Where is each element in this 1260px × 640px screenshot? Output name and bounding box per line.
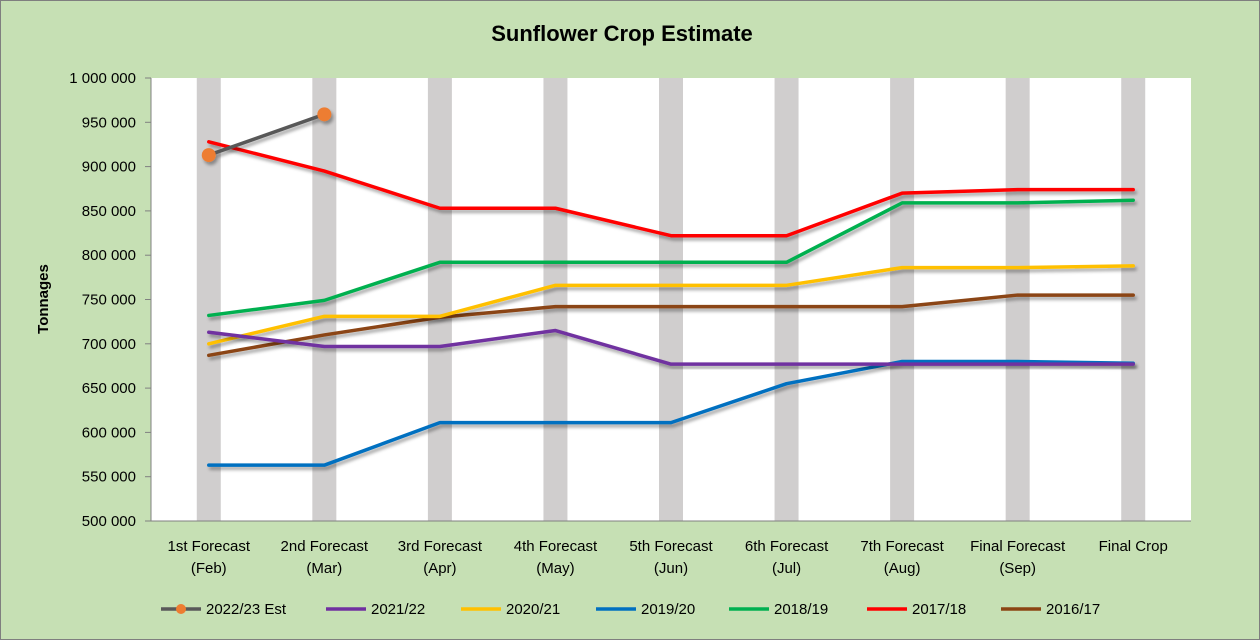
series-2016-17 xyxy=(207,293,1135,358)
x-tick-label-sub: (Jul) xyxy=(772,560,801,577)
data-point xyxy=(317,107,332,122)
series-2022-23-est xyxy=(201,107,332,163)
y-tick-label: 800 000 xyxy=(82,247,136,264)
series-2020-21 xyxy=(207,264,1135,346)
category-band xyxy=(890,78,915,521)
x-tick-label-sub: (Mar) xyxy=(306,560,342,577)
y-tick-label: 700 000 xyxy=(82,336,136,353)
y-tick-label: 650 000 xyxy=(82,380,136,397)
y-tick-label: 900 000 xyxy=(82,159,136,176)
x-tick-label: Final Forecast xyxy=(970,538,1066,555)
series-2017-18 xyxy=(207,140,1135,238)
legend-marker xyxy=(176,604,186,614)
series-2021-22 xyxy=(207,328,1135,366)
x-tick-label: 2nd Forecast xyxy=(281,538,369,555)
legend-item: 2017/18 xyxy=(867,601,966,618)
legend-label: 2021/22 xyxy=(371,601,425,618)
y-tick-label: 500 000 xyxy=(82,513,136,530)
x-tick-label-sub: (Aug) xyxy=(884,560,921,577)
x-tick-label-sub: (May) xyxy=(536,560,574,577)
y-tick-label: 600 000 xyxy=(82,424,136,441)
legend-item: 2019/20 xyxy=(596,601,695,618)
legend-item: 2018/19 xyxy=(729,601,828,618)
category-band xyxy=(774,78,799,521)
y-tick-label: 750 000 xyxy=(82,292,136,309)
series-2018-19 xyxy=(207,198,1135,318)
x-tick-label: 6th Forecast xyxy=(745,538,829,555)
x-tick-label: 3rd Forecast xyxy=(398,538,483,555)
y-tick-label: 1 000 000 xyxy=(69,70,136,87)
x-tick-label-sub: (Feb) xyxy=(191,560,227,577)
y-tick-label: 850 000 xyxy=(82,203,136,220)
data-point xyxy=(201,148,216,163)
category-band xyxy=(1121,78,1146,521)
series-2019-20 xyxy=(207,359,1135,467)
legend-item: 2020/21 xyxy=(461,601,560,618)
chart-title: Sunflower Crop Estimate xyxy=(491,21,753,46)
series-line xyxy=(207,328,1135,366)
x-tick-label: 7th Forecast xyxy=(860,538,944,555)
x-axis-ticks: 1st Forecast (Feb) 2nd Forecast (Mar) 3rd Fo… xyxy=(168,538,1168,577)
x-tick-label: 5th Forecast xyxy=(629,538,713,555)
series-line xyxy=(207,198,1135,318)
category-band xyxy=(427,78,452,521)
x-tick-label-sub: (Jun) xyxy=(654,560,688,577)
legend: 2022/23 Est 2021/22 2020/21 2019/20 2018/19 2… xyxy=(161,601,1100,618)
category-band xyxy=(1005,78,1030,521)
series-lines xyxy=(201,107,1135,467)
y-axis-ticks: 500 000 550 000 600 000 650 000 700 000 750 0… xyxy=(69,70,151,530)
legend-label: 2016/17 xyxy=(1046,601,1100,618)
x-tick-label-sub: (Sep) xyxy=(999,560,1036,577)
legend-label: 2020/21 xyxy=(506,601,560,618)
legend-item: 2021/22 xyxy=(326,601,425,618)
x-tick-label-sub: (Apr) xyxy=(423,560,456,577)
y-axis-label: Tonnages xyxy=(35,264,52,334)
legend-label: 2019/20 xyxy=(641,601,695,618)
legend-label: 2022/23 Est xyxy=(206,601,287,618)
legend-label: 2018/19 xyxy=(774,601,828,618)
series-line xyxy=(207,112,327,157)
legend-item: 2016/17 xyxy=(1001,601,1100,618)
series-line xyxy=(207,359,1135,467)
category-band xyxy=(543,78,568,521)
x-tick-label: 1st Forecast xyxy=(168,538,251,555)
series-line xyxy=(207,293,1135,358)
legend-item: 2022/23 Est xyxy=(161,601,287,618)
series-line xyxy=(207,140,1135,238)
y-tick-label: 950 000 xyxy=(82,114,136,131)
series-line xyxy=(207,264,1135,346)
x-tick-label: Final Crop xyxy=(1099,538,1168,555)
category-band xyxy=(659,78,683,521)
x-tick-label: 4th Forecast xyxy=(514,538,598,555)
y-tick-label: 550 000 xyxy=(82,469,136,486)
legend-label: 2017/18 xyxy=(912,601,966,618)
